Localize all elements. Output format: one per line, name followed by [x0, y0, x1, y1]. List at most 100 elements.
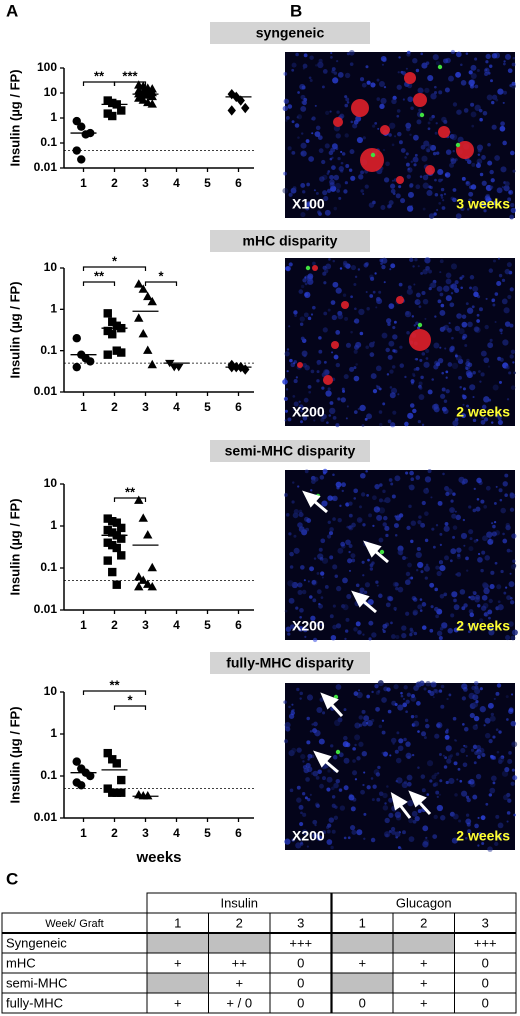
point: [147, 581, 157, 591]
nucleus: [307, 316, 312, 321]
stain: [456, 141, 474, 159]
nucleus: [431, 114, 435, 119]
nucleus: [335, 423, 340, 428]
nucleus: [381, 697, 387, 703]
nucleus: [298, 526, 305, 533]
nucleus: [473, 487, 476, 490]
nucleus: [439, 532, 443, 536]
nucleus: [435, 362, 441, 367]
y-tick-label: 1: [50, 110, 57, 124]
nucleus: [315, 64, 318, 67]
nucleus: [319, 556, 324, 561]
nucleus: [442, 754, 445, 757]
nucleus: [381, 257, 388, 264]
nucleus: [305, 527, 310, 532]
nucleus: [382, 402, 386, 406]
nucleus: [487, 625, 494, 632]
nucleus: [434, 315, 437, 318]
arrows: [302, 490, 432, 819]
nucleus: [499, 125, 506, 132]
nucleus: [337, 518, 342, 523]
nucleus: [442, 326, 446, 330]
nucleus: [448, 777, 455, 785]
nucleus: [449, 284, 454, 289]
nucleus: [304, 469, 309, 474]
nucleus: [440, 193, 443, 197]
nucleus: [489, 338, 493, 342]
nucleus: [388, 204, 392, 208]
nucleus: [450, 263, 458, 270]
nucleus: [288, 750, 295, 757]
nucleus: [393, 606, 397, 611]
nucleus: [488, 793, 493, 797]
nucleus: [452, 492, 456, 496]
nucleus: [444, 730, 449, 734]
nucleus: [297, 485, 300, 488]
nucleus: [390, 737, 397, 744]
nucleus: [388, 830, 392, 833]
nucleus: [450, 283, 458, 290]
nucleus: [390, 422, 396, 428]
nucleus: [307, 580, 310, 583]
nucleus: [345, 164, 350, 168]
nucleus: [509, 287, 514, 292]
row-label: Syngeneic: [6, 935, 67, 950]
nucleus: [507, 798, 512, 803]
stain: [438, 126, 450, 138]
nucleus: [495, 814, 500, 819]
nucleus: [323, 360, 327, 364]
nucleus: [408, 485, 412, 488]
x-tick-label: 5: [204, 618, 211, 632]
nucleus: [507, 294, 512, 300]
nucleus: [504, 766, 510, 773]
nucleus: [479, 172, 484, 177]
nucleus: [362, 633, 365, 636]
nucleus: [460, 206, 465, 212]
nucleus: [408, 818, 414, 824]
nucleus: [407, 191, 414, 198]
nucleus: [512, 361, 515, 364]
nucleus: [459, 386, 462, 389]
nucleus: [502, 538, 508, 544]
magnification: X100: [292, 196, 325, 212]
nucleus: [439, 753, 442, 756]
stain: [396, 176, 404, 184]
nucleus: [426, 189, 433, 197]
nucleus: [499, 498, 503, 502]
nucleus: [342, 260, 348, 266]
nucleus: [417, 730, 420, 733]
nucleus: [451, 362, 459, 370]
nucleus: [289, 358, 293, 363]
nucleus: [291, 500, 295, 504]
nucleus: [386, 785, 389, 788]
nucleus: [511, 741, 518, 748]
y-tick-label: 0.1: [40, 343, 57, 357]
nucleus: [489, 185, 494, 189]
nucleus: [490, 570, 495, 575]
nucleus: [450, 613, 455, 618]
point: [86, 357, 95, 366]
nucleus: [485, 60, 489, 64]
nucleus: [289, 565, 294, 569]
nucleus: [472, 396, 475, 399]
nucleus: [452, 197, 457, 203]
nucleus: [350, 295, 353, 299]
nucleus: [388, 200, 394, 206]
nucleus: [354, 318, 360, 324]
nucleus: [465, 837, 468, 840]
nucleus: [381, 719, 385, 722]
nucleus: [319, 697, 324, 702]
nucleus: [506, 398, 510, 401]
x-axis-label: weeks: [135, 849, 181, 866]
nucleus: [288, 262, 293, 267]
point: [117, 106, 126, 115]
nucleus: [304, 635, 307, 638]
nucleus: [433, 212, 437, 216]
nucleus: [479, 117, 483, 122]
nucleus: [416, 119, 422, 125]
nucleus: [500, 166, 507, 173]
nucleus: [302, 760, 305, 763]
nucleus: [509, 323, 514, 328]
nucleus: [505, 695, 509, 699]
